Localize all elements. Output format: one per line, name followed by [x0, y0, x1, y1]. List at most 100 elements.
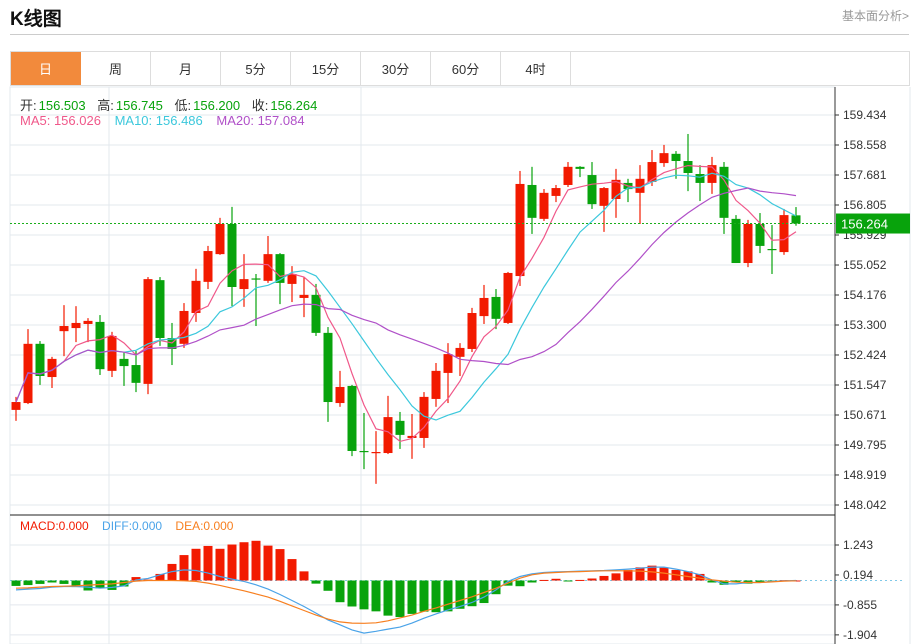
candle-body [431, 370, 441, 399]
y-tick-label: 152.424 [843, 348, 887, 362]
macd-bar [323, 580, 333, 591]
candle [347, 384, 357, 457]
candle [791, 207, 801, 226]
candle [335, 370, 345, 407]
macd-bar [599, 575, 609, 581]
tab-15min[interactable]: 15分 [291, 52, 361, 85]
candle [515, 170, 525, 286]
candle [575, 166, 585, 178]
candle-body [11, 402, 21, 410]
candle-body [515, 183, 525, 277]
fundamental-analysis-link[interactable]: 基本面分析> [841, 9, 909, 23]
candle-body [707, 165, 717, 183]
candle [299, 277, 309, 318]
tab-day[interactable]: 日 [11, 52, 81, 85]
macd-bar [419, 580, 429, 612]
candle-body [587, 175, 597, 205]
candle-body [227, 224, 237, 287]
macd-bar [59, 580, 69, 584]
y-tick-label: 159.434 [843, 108, 887, 122]
ma20-value: MA20: 157.084 [216, 113, 305, 128]
tab-30min[interactable]: 30分 [361, 52, 431, 85]
macd-y-tick-label: 1.243 [843, 538, 873, 552]
ma20-line [15, 187, 797, 403]
macd-bar [371, 580, 381, 612]
candle-body [71, 322, 81, 329]
y-tick-label: 156.805 [843, 198, 887, 212]
candle [191, 268, 201, 322]
macd-bar [527, 580, 537, 583]
macd-bar [107, 580, 117, 590]
candle [71, 306, 81, 343]
open-value: 156.503 [38, 98, 86, 113]
tab-week[interactable]: 周 [81, 52, 151, 85]
tab-5min[interactable]: 5分 [221, 52, 291, 85]
macd-bar [47, 580, 57, 583]
candle-body [59, 326, 69, 332]
candle-body [107, 335, 117, 371]
macd-bar [443, 580, 453, 612]
candle [779, 208, 789, 255]
macd-bar [515, 580, 525, 587]
macd-readout: MACD:0.000 DIFF:0.000 DEA:0.000 [20, 519, 235, 533]
candle-body [455, 347, 465, 357]
candle [635, 165, 645, 225]
macd-bar [539, 579, 549, 581]
candle [179, 303, 189, 348]
candle-body [47, 358, 57, 378]
macd-bar [611, 573, 621, 581]
ma5-line [15, 164, 797, 443]
y-tick-label: 158.558 [843, 138, 887, 152]
candle [47, 356, 57, 388]
macd-bar [203, 545, 213, 581]
candle-body [323, 332, 333, 403]
candle [563, 162, 573, 188]
candle-body [503, 272, 513, 323]
candle [131, 351, 141, 393]
macd-bar [131, 577, 141, 581]
candle-body [791, 215, 801, 224]
candle [431, 362, 441, 407]
candle [695, 165, 705, 202]
candle-body [719, 166, 729, 218]
close-value: 156.264 [270, 98, 318, 113]
macd-bar [431, 580, 441, 613]
header-divider [10, 34, 909, 35]
candle-body [575, 166, 585, 169]
y-tick-label: 155.052 [843, 258, 887, 272]
candle [239, 254, 249, 307]
macd-y-tick-label: 0.194 [843, 568, 873, 582]
y-tick-label: 150.671 [843, 408, 887, 422]
macd-bar [479, 580, 489, 604]
candle-body [275, 254, 285, 283]
candle-body [611, 179, 621, 200]
candle [479, 284, 489, 324]
candle [683, 133, 693, 192]
candle-body [371, 452, 381, 454]
macd-bar [227, 544, 237, 581]
macd-bar [623, 569, 633, 581]
macd-bar [695, 573, 705, 581]
period-tabs: 日 周 月 5分 15分 30分 60分 4时 [10, 51, 910, 86]
macd-bar [119, 580, 129, 587]
candle-body [479, 297, 489, 317]
candle-body [683, 161, 693, 173]
macd-bar [191, 548, 201, 581]
candle-body [659, 153, 669, 164]
tab-4hour[interactable]: 4时 [501, 52, 571, 85]
candle [143, 277, 153, 395]
macd-bar [71, 580, 81, 588]
candle-body [143, 279, 153, 384]
macd-bar [719, 580, 729, 585]
candle-body [179, 310, 189, 344]
ma10-line [15, 172, 797, 421]
macd-bar [179, 555, 189, 581]
candle-body [251, 278, 261, 280]
y-tick-label: 157.681 [843, 168, 887, 182]
ohlc-readout: 开: 156.503 高: 156.745 低: 156.200 收: 156.264 [20, 95, 319, 114]
macd-bar [707, 580, 717, 583]
tab-month[interactable]: 月 [151, 52, 221, 85]
tab-60min[interactable]: 60分 [431, 52, 501, 85]
macd-bar [347, 580, 357, 607]
